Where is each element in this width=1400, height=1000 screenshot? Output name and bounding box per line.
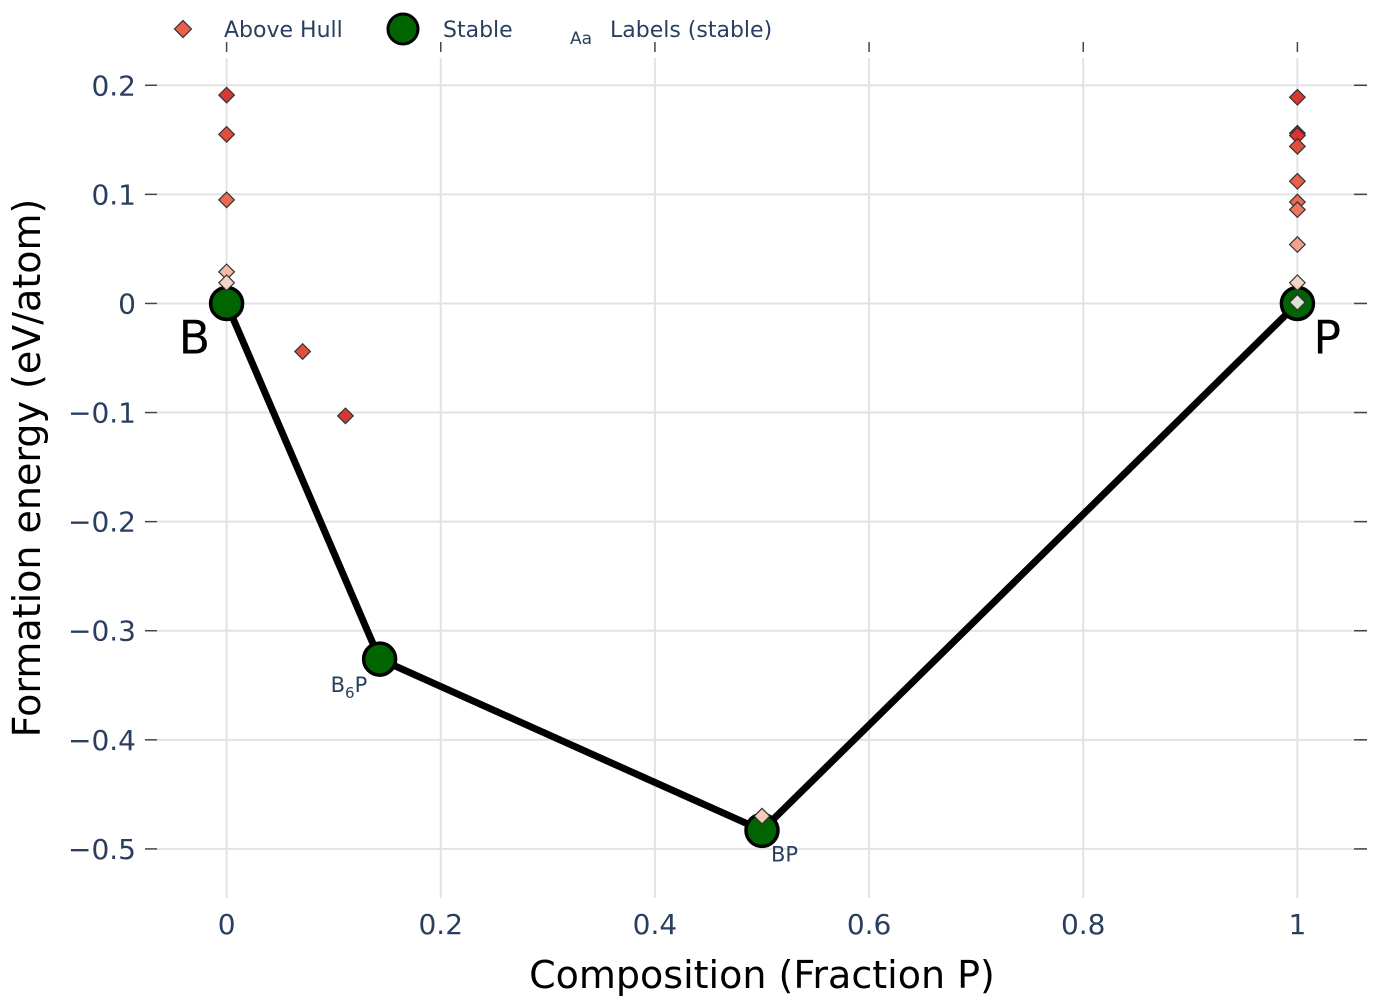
y-tick-label: 0.2 <box>91 69 136 102</box>
above-hull-point <box>1288 172 1307 190</box>
y-axis-title: Formation energy (eV/atom) <box>5 199 49 738</box>
x-tick-label: 1 <box>1288 908 1306 941</box>
y-tick-label: 0.1 <box>91 178 136 211</box>
above-hull-point <box>753 807 771 825</box>
top-axis-ticks <box>225 42 1299 52</box>
y-tick-label: −0.5 <box>68 833 136 866</box>
legend: Above Hull Stable Aa Labels (stable) <box>173 12 772 49</box>
above-hull-point <box>1288 293 1307 311</box>
above-hull-point <box>1288 235 1307 254</box>
above-hull-point <box>217 191 236 209</box>
x-tick-label: 0.2 <box>418 908 463 941</box>
x-tick-label: 0.4 <box>633 908 678 941</box>
compound-label: BP <box>771 842 798 866</box>
above-hull-point <box>217 274 236 292</box>
stable-point <box>208 285 245 322</box>
x-tick-label: 0.6 <box>847 908 892 941</box>
stable-points <box>208 285 1316 849</box>
right-axis-ticks <box>1354 84 1367 850</box>
legend-labels-glyph: Aa <box>570 29 592 49</box>
stable-point <box>361 641 398 677</box>
above-hull-point <box>1288 137 1307 155</box>
y-tick-label: −0.4 <box>68 724 136 757</box>
x-tick-label: 0.8 <box>1061 908 1106 941</box>
convex-hull-line <box>223 300 1300 834</box>
legend-stable-marker <box>386 12 420 46</box>
y-tick-label: 0 <box>118 287 136 320</box>
x-tick-label: 0 <box>218 908 236 941</box>
above-hull-point <box>217 263 236 281</box>
above-hull-point <box>1288 274 1307 292</box>
legend-stable-label: Stable <box>443 18 513 43</box>
above-hull-point <box>1288 201 1307 219</box>
x-axis-title: Composition (Fraction P) <box>529 953 995 997</box>
compound-label: B6P <box>331 673 368 702</box>
y-tick-label: −0.2 <box>68 506 136 539</box>
legend-labels-label: Labels (stable) <box>610 18 772 43</box>
legend-above-hull-label: Above Hull <box>224 18 343 43</box>
above-hull-point <box>294 342 312 361</box>
y-axis-ticks: 0.2 0.1 0 −0.1 −0.2 −0.3 −0.4 −0.5 <box>68 69 157 866</box>
above-hull-point <box>1288 88 1307 106</box>
above-hull-points <box>217 86 1307 825</box>
x-axis-ticks: 0 0.2 0.4 0.6 0.8 1 <box>218 908 1307 941</box>
y-tick-label: −0.1 <box>68 397 136 430</box>
above-hull-point <box>217 86 236 104</box>
legend-above-hull-marker <box>173 19 193 39</box>
element-label-B: B <box>179 310 211 364</box>
grid-lines <box>157 58 1367 898</box>
element-label-P: P <box>1313 310 1341 364</box>
above-hull-point <box>217 125 236 143</box>
above-hull-point <box>1288 126 1307 145</box>
y-tick-label: −0.3 <box>68 615 136 648</box>
above-hull-point <box>336 407 355 425</box>
